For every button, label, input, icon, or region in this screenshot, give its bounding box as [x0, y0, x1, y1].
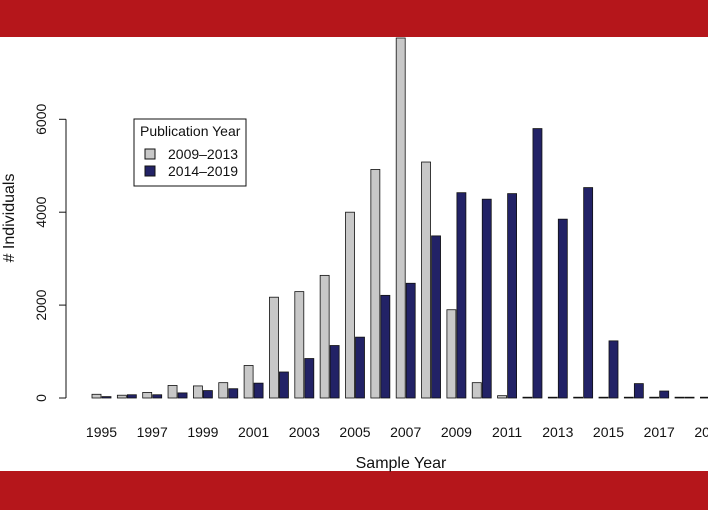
bar-2016-series-2 [633, 383, 644, 399]
bar-1997-series-1 [142, 392, 153, 399]
bar-2014-series-1 [573, 396, 584, 399]
legend-swatch-2014-2019 [144, 165, 156, 177]
bar-2003-series-1 [294, 291, 305, 399]
bar-2007-series-1 [395, 37, 406, 399]
bar-2005-series-2 [355, 336, 365, 399]
bar-2001-series-1 [243, 365, 254, 399]
bar-2008-series-1 [421, 161, 431, 399]
bar-2016-series-1 [623, 396, 634, 399]
bar-2005-series-1 [345, 211, 355, 399]
x-tick-label-2013: 2013 [542, 424, 573, 440]
bar-2006-series-1 [370, 169, 381, 399]
bar-2012-series-1 [522, 396, 533, 399]
x-tick-label-2019: 2019 [694, 424, 708, 440]
bar-1998-series-1 [167, 385, 178, 399]
y-tick-label-6000: 6000 [33, 104, 49, 135]
bar-2017-series-1 [649, 396, 660, 399]
x-tick-label-2005: 2005 [339, 424, 370, 440]
bar-2014-series-2 [583, 187, 594, 399]
bar-2012-series-2 [532, 128, 543, 399]
y-tick-label-4000: 4000 [33, 196, 49, 227]
bar-2004-series-2 [329, 345, 340, 399]
bar-1996-series-2 [126, 394, 137, 399]
legend-title: Publication Year [140, 123, 241, 139]
bar-2002-series-2 [279, 371, 289, 399]
x-axis-title: Sample Year [356, 455, 447, 472]
x-tick-label-2009: 2009 [441, 424, 472, 440]
x-tick-label-2003: 2003 [289, 424, 320, 440]
x-tick-label-1999: 1999 [187, 424, 218, 440]
x-tick-label-2015: 2015 [593, 424, 624, 440]
bar-2013-series-1 [547, 396, 558, 399]
x-tick-label-2007: 2007 [390, 424, 421, 440]
bar-2018-series-2 [684, 396, 695, 399]
bar-2006-series-2 [380, 294, 391, 399]
bar-2002-series-1 [269, 296, 279, 399]
bar-2010-series-1 [471, 382, 482, 399]
bar-1996-series-1 [116, 394, 127, 399]
top-red-band [0, 0, 708, 37]
legend: Publication Year 2009–2013 2014–2019 [133, 118, 247, 187]
bar-2009-series-2 [456, 192, 467, 399]
x-tick-label-1997: 1997 [137, 424, 168, 440]
y-tick-label-0: 0 [33, 394, 49, 402]
bar-2015-series-1 [598, 396, 609, 399]
bar-2000-series-2 [228, 388, 239, 399]
bar-2015-series-2 [608, 340, 619, 399]
bottom-red-band [0, 471, 708, 510]
bar-2011-series-1 [497, 395, 508, 399]
bar-1998-series-2 [177, 392, 188, 399]
legend-label-2009-2013: 2009–2013 [168, 146, 238, 162]
y-axis: 0 2000 4000 6000 [33, 104, 67, 402]
bar-2013-series-2 [557, 218, 568, 399]
bar-2011-series-2 [507, 193, 518, 399]
bar-2000-series-1 [218, 382, 229, 399]
y-tick-label-2000: 2000 [33, 289, 49, 320]
bar-2003-series-2 [304, 358, 315, 399]
bar-1999-series-1 [192, 385, 203, 399]
bar-2008-series-2 [431, 235, 441, 399]
x-tick-label-2017: 2017 [644, 424, 675, 440]
bars-group [91, 37, 708, 399]
bar-2010-series-2 [481, 198, 492, 399]
x-tick-label-2011: 2011 [492, 424, 522, 440]
bar-2001-series-2 [253, 382, 264, 399]
bar-2007-series-2 [405, 282, 416, 399]
y-axis-title: # Individuals [1, 174, 18, 263]
legend-swatch-2009-2013 [144, 148, 156, 160]
bar-2009-series-1 [446, 309, 457, 399]
x-tick-label-2001: 2001 [238, 424, 269, 440]
x-tick-label-1995: 1995 [86, 424, 117, 440]
bar-2019-series-1 [700, 396, 708, 399]
bar-1997-series-2 [152, 394, 163, 399]
bar-1995-series-1 [91, 393, 102, 399]
x-tick-labels: 1995 1997 1999 2001 2003 2005 2007 2009 2011 2013… [86, 424, 708, 440]
bar-2017-series-2 [659, 390, 670, 399]
bar-1999-series-2 [202, 390, 213, 399]
legend-label-2014-2019: 2014–2019 [168, 163, 238, 179]
bar-2018-series-1 [674, 396, 685, 399]
bar-1995-series-2 [101, 396, 112, 399]
bar-2004-series-1 [319, 274, 330, 399]
